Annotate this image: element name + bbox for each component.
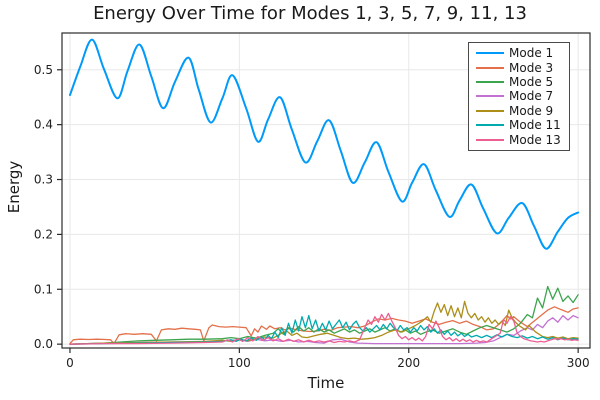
legend-label: Mode 9 <box>509 103 554 118</box>
legend-entry: Mode 5 <box>476 75 561 89</box>
legend-entry: Mode 7 <box>476 89 561 103</box>
legend-entry: Mode 11 <box>476 118 561 132</box>
legend-line-swatch <box>476 52 504 55</box>
legend-box: Mode 1 Mode 3 Mode 5 Mode 7 Mode 9 Mode 11 Mod… <box>468 42 570 151</box>
series-mode-13-line <box>69 312 579 345</box>
y-tick-label: 0.4 <box>34 118 53 132</box>
x-tick-label: 0 <box>66 356 74 370</box>
legend-line-swatch <box>476 80 504 83</box>
legend-label: Mode 11 <box>509 118 561 133</box>
legend-label: Mode 1 <box>509 46 554 61</box>
series-mode-1-line <box>69 38 580 250</box>
legend-label: Mode 3 <box>509 60 554 75</box>
series-mode-5-line <box>69 285 579 345</box>
chart-title: Energy Over Time for Modes 1, 3, 5, 7, 9… <box>93 3 527 24</box>
legend-entry: Mode 1 <box>476 46 561 60</box>
legend-line-swatch <box>476 124 504 127</box>
legend-line-swatch <box>476 138 504 141</box>
legend-label: Mode 5 <box>509 74 554 89</box>
legend-line-swatch <box>476 66 504 69</box>
y-tick-label: 0.5 <box>34 63 53 77</box>
y-tick-label: 0.3 <box>34 173 53 187</box>
x-tick-label: 100 <box>228 356 251 370</box>
legend-label: Mode 7 <box>509 89 554 104</box>
axes-frame <box>61 32 591 349</box>
series-mode-9-line <box>69 300 579 345</box>
y-tick-label: 0.2 <box>34 227 53 241</box>
legend-label: Mode 13 <box>509 132 561 147</box>
legend-line-swatch <box>476 109 504 112</box>
x-axis-label: Time <box>307 374 345 392</box>
x-tick-label: 200 <box>397 356 420 370</box>
y-tick-label: 0.0 <box>34 337 53 351</box>
legend-entry: Mode 3 <box>476 60 561 75</box>
x-tick-label: 300 <box>567 356 590 370</box>
legend-entry: Mode 13 <box>476 132 561 147</box>
y-tick-label: 0.1 <box>34 282 53 296</box>
legend-entry: Mode 9 <box>476 104 561 118</box>
legend-line-swatch <box>476 95 504 98</box>
y-axis-label: Energy <box>5 160 23 214</box>
series-mode-3-line <box>69 306 579 345</box>
